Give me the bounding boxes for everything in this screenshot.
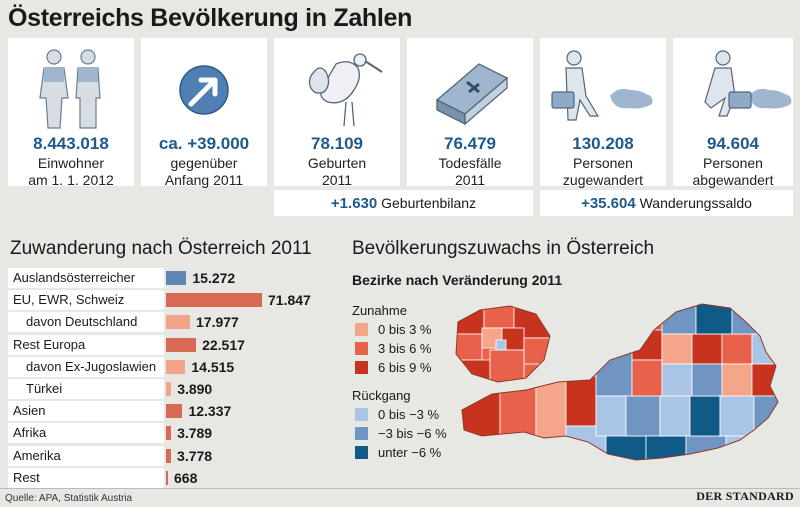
bar-value-label: 15.272	[192, 270, 236, 286]
bar-category-label: Amerika	[8, 445, 164, 466]
legend-decrease-title: Rückgang	[352, 388, 411, 403]
bar-row: davon Ex-Jugoslawien 14.515	[8, 356, 326, 377]
bar-value-label: 71.847	[268, 292, 311, 309]
balance-value: +1.630	[330, 195, 378, 212]
bar-value-label: 3.890	[177, 381, 213, 397]
bar-category-label: EU, EWR, Schweiz	[8, 290, 164, 311]
stat-label: Anfang 2011	[164, 172, 244, 188]
bar-row: Rest 668	[8, 467, 326, 488]
bar-category-label: Rest Europa	[8, 334, 164, 355]
bar-value-label: 22.517	[202, 336, 245, 353]
stat-label: Einwohner	[37, 155, 105, 171]
stat-value: 76.479	[444, 134, 496, 153]
balance-label: Geburtenbilanz	[381, 195, 477, 211]
bar	[166, 404, 183, 419]
legend-item: 3 bis 6 %	[355, 342, 431, 356]
balance-label: Wanderungssaldo	[639, 195, 752, 211]
stat-value: 94.604	[707, 134, 759, 153]
emigrant-icon	[704, 50, 792, 117]
bar	[166, 470, 168, 485]
bar-category-label: davon Deutschland	[8, 312, 164, 333]
legend-swatch	[355, 427, 368, 440]
arrow-up-right-icon	[179, 65, 229, 115]
stat-label: 2011	[321, 172, 353, 188]
bar-category-label: Rest	[8, 467, 164, 488]
stat-label: gegenüber	[170, 155, 238, 171]
stat-label: Personen	[703, 155, 763, 171]
stat-label: abgewandert	[692, 172, 774, 188]
legend-item: 0 bis −3 %	[355, 408, 439, 422]
bar-category-label: Asien	[8, 401, 164, 422]
stat-card-einwohner: 8.443.018 Einwohner am 1. 1. 2012	[8, 38, 134, 188]
legend-item: unter −6 %	[355, 446, 441, 460]
stork-icon	[308, 53, 383, 127]
bar-row: davon Deutschland 17.977	[8, 312, 326, 333]
austria-district-map	[461, 303, 779, 461]
stat-value: 78.109	[311, 134, 363, 153]
legend-swatch	[355, 446, 368, 459]
bar-value-label: 12.337	[188, 403, 232, 420]
stat-value: 130.208	[572, 134, 634, 153]
map-subtitle: Bezirke nach Veränderung 2011	[352, 272, 563, 288]
bar	[166, 448, 172, 463]
bar-row: Türkei 3.890	[8, 379, 326, 399]
legend-swatch	[355, 408, 368, 421]
bar-value-label: 668	[174, 469, 198, 486]
bar	[166, 382, 172, 396]
stat-card-todesfaelle: 76.479 Todesfälle 2011	[407, 38, 533, 188]
bar-row: Rest Europa 22.517	[8, 334, 326, 355]
stat-label: am 1. 1. 2012	[28, 172, 114, 188]
stat-card-geburten: 78.109 Geburten 2011	[274, 38, 400, 188]
brand-logo: DER STANDARD	[696, 489, 794, 503]
bar	[166, 426, 172, 441]
stat-label: Personen	[573, 155, 633, 171]
immigrant-icon	[551, 50, 653, 121]
bar	[166, 293, 262, 308]
legend-swatch	[355, 361, 368, 374]
legend-swatch	[355, 323, 368, 336]
legend-item: 6 bis 9 %	[355, 361, 431, 375]
stat-label: 2011	[454, 172, 486, 188]
coffin-icon	[435, 63, 509, 126]
wanderungssaldo: +35.604 Wanderungssaldo	[540, 190, 793, 216]
legend-item: 0 bis 3 %	[355, 323, 431, 337]
bar	[166, 359, 186, 374]
bar-row: Amerika 3.778	[8, 445, 326, 466]
source-note: Quelle: APA, Statistik Austria	[5, 493, 133, 504]
balance-value: +35.604	[581, 195, 636, 212]
bar-value-label: 3.789	[177, 425, 213, 442]
stat-label: zugewandert	[562, 172, 644, 188]
bar-row: Asien 12.337	[8, 401, 326, 422]
stat-card-veraenderung: ca. +39.000 gegenüber Anfang 2011	[141, 38, 267, 188]
map-title: Bevölkerungszuwachs in Österreich	[352, 238, 655, 259]
vienna-inset-map	[455, 305, 551, 383]
geburtenbilanz: +1.630 Geburtenbilanz	[274, 190, 533, 216]
migration-title: Zuwanderung nach Österreich 2011	[10, 238, 312, 259]
bar	[166, 337, 197, 352]
bar-value-label: 3.778	[177, 447, 213, 464]
stat-card-zugewandert: 130.208 Personen zugewandert	[540, 38, 666, 188]
stat-label: Todesfälle	[438, 155, 502, 171]
bar	[166, 271, 187, 285]
legend-item: −3 bis −6 %	[355, 427, 447, 441]
bar-category-label: Auslandsösterreicher	[8, 268, 164, 288]
bar-category-label: Afrika	[8, 423, 164, 444]
page-title: Österreichs Bevölkerung in Zahlen	[8, 4, 413, 32]
bar-category-label: davon Ex-Jugoslawien	[8, 356, 164, 377]
bar-value-label: 14.515	[191, 358, 235, 375]
bar-category-label: Türkei	[8, 379, 164, 399]
bar	[166, 315, 191, 330]
bar-row: EU, EWR, Schweiz 71.847	[8, 290, 326, 311]
footer-divider	[0, 488, 800, 489]
stat-value: ca. +39.000	[158, 134, 250, 153]
bar-row: Auslandsösterreicher 15.272	[8, 268, 326, 288]
legend-swatch	[355, 342, 368, 355]
bar-row: Afrika 3.789	[8, 423, 326, 444]
bar-value-label: 17.977	[196, 314, 239, 331]
stat-label: Geburten	[307, 155, 367, 171]
stat-value: 8.443.018	[33, 134, 109, 153]
stat-card-abgewandert: 94.604 Personen abgewandert	[673, 38, 793, 188]
legend-increase-title: Zunahme	[352, 303, 407, 318]
couple-icon	[39, 49, 101, 129]
